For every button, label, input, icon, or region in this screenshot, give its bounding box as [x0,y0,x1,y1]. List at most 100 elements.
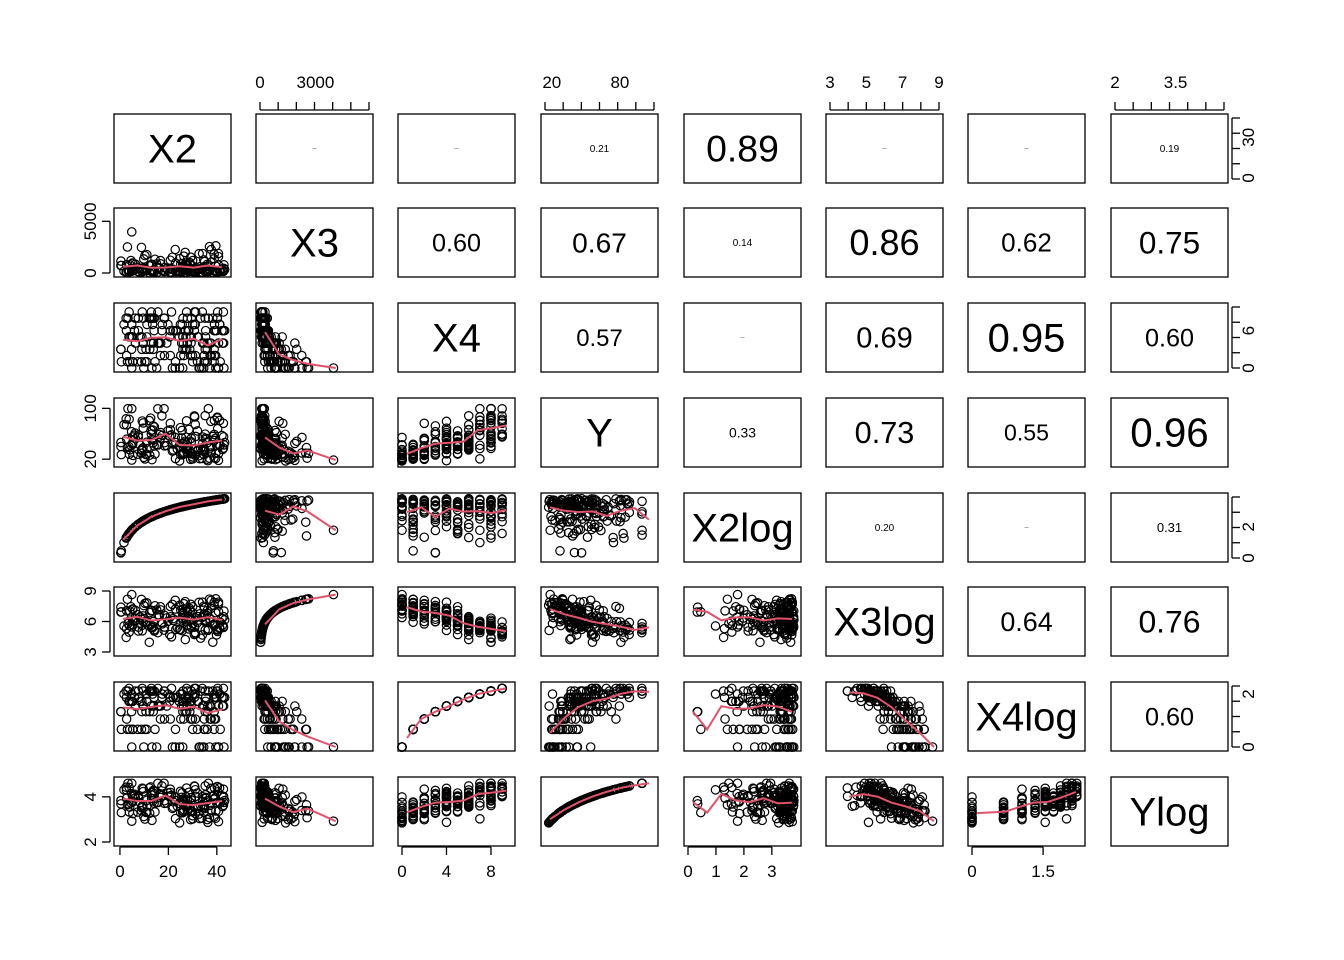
data-point [271,714,281,724]
data-point [589,494,599,504]
data-point [121,350,132,361]
data-point [170,356,181,367]
data-point [137,444,147,455]
data-point [475,814,485,824]
data-point [190,683,201,694]
data-point [441,416,452,427]
data-point [554,808,565,818]
data-point [150,807,160,817]
data-point [148,344,159,355]
data-point [452,514,463,524]
data-point [123,313,133,324]
data-point [486,434,496,445]
data-point [200,686,210,696]
data-point [168,615,179,626]
data-point [283,742,293,752]
data-point [598,501,608,512]
data-point [571,724,582,735]
data-point [564,517,575,527]
panel-x3-x2log: 0.14 [683,207,802,278]
data-point [486,418,496,428]
panel-frame [540,586,659,657]
panel-x4log-x2log [683,681,802,752]
data-point [397,792,407,802]
data-point [463,801,474,811]
data-point [137,783,148,793]
data-point [210,350,221,361]
correlation-value: 0.76 [1138,604,1200,640]
smoother-line [406,687,507,739]
panel-x3-x3: X3 [255,207,374,278]
data-point [441,607,452,618]
data-point [774,605,784,615]
data-point [891,724,902,735]
variable-name: X2log [691,507,793,551]
data-point [587,629,598,639]
data-point [189,781,200,791]
data-point [137,307,148,317]
data-point [566,622,576,632]
data-point [419,450,430,460]
data-point [787,686,797,696]
panel-y-x4 [397,397,516,468]
panel-x3-x4: 0.60 [397,207,516,278]
data-point [190,629,201,639]
data-point [170,595,181,606]
data-point [192,356,203,367]
data-point [263,497,274,507]
data-point [408,449,418,459]
data-point [177,363,188,373]
data-point [695,724,706,735]
data-point [571,601,582,612]
data-point [564,696,575,707]
data-point [545,589,555,600]
panel-ylog-x4log [967,776,1086,847]
data-point [777,806,787,816]
tick-label: 3 [81,647,100,656]
data-point [116,724,127,735]
data-point [558,714,568,724]
tick-label: 0 [1239,742,1258,751]
data-point [430,706,441,717]
panel-x2log-x4 [397,492,516,563]
smoother-line [406,424,507,455]
data-point [166,632,177,642]
data-point [146,622,157,633]
data-point [180,634,191,645]
panel-x4log-x4 [397,681,516,752]
panel-x4log-x3log [825,681,944,752]
data-point [197,683,208,694]
panel-x4-ylog: 0.60 [1110,302,1229,373]
data-point [783,611,793,622]
data-point [157,319,168,330]
data-point [146,307,157,317]
data-point [408,515,418,525]
panel-y-ylog: 0.96 [1110,397,1229,468]
data-point [257,313,268,324]
panel-x2log-x3 [255,492,374,563]
data-point [283,504,293,514]
data-point [290,742,300,752]
panel-frame [397,207,516,278]
data-point [452,524,463,535]
correlation-value: 0.57 [576,325,623,352]
data-point [126,589,137,600]
data-point [865,798,875,809]
data-point [219,692,230,703]
data-point [580,714,590,724]
data-point [773,624,784,635]
smoother-line [122,498,223,541]
data-point [212,313,223,324]
data-point [769,714,779,724]
data-point [486,637,496,648]
data-point [441,455,452,466]
data-point [764,617,775,628]
panel-frame [255,397,374,468]
data-point [561,724,571,735]
data-point [463,613,474,624]
panel-x2-x2: X2 [113,113,232,184]
data-point [206,595,217,606]
data-point [497,516,507,527]
